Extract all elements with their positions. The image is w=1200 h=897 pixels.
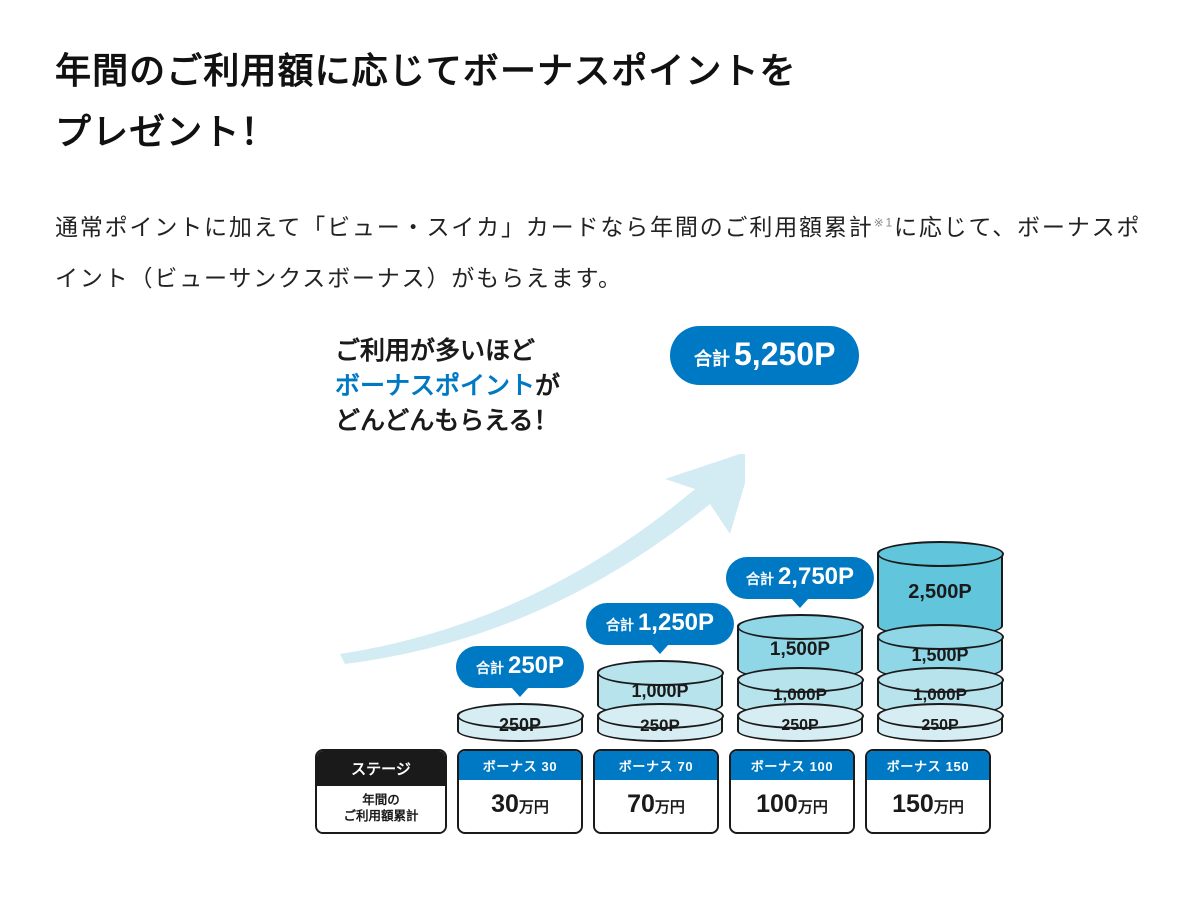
slogan-bonus-word: ボーナスポイント (335, 372, 535, 400)
bonus-infographic: ご利用が多いほど ボーナスポイントが どんどんもらえる！ 合計250P合計1,2… (315, 334, 1035, 834)
cylinder-segment: 250P (737, 704, 863, 742)
cylinder-stack: 1,000P 250P (597, 661, 723, 742)
segment-label: 1,000P (631, 675, 688, 702)
stage-name: ボーナス 150 (867, 751, 989, 780)
amount-number: 100 (756, 790, 798, 818)
cylinder-segment: 250P (457, 704, 583, 742)
subtext-pre: 通常ポイントに加えて「ビュー・スイカ」カードなら年間のご利用額累計 (55, 214, 874, 240)
bubble-value: 5,250P (734, 336, 835, 373)
footnote-ref: ※1 (874, 216, 894, 230)
page-title: 年間のご利用額に応じてボーナスポイントを プレゼント！ (55, 40, 1145, 162)
segment-label: 250P (640, 710, 680, 736)
amount-unit: 万円 (934, 799, 964, 816)
heading-line2: プレゼント！ (55, 111, 277, 152)
slogan-line3: どんどんもらえる！ (335, 407, 559, 435)
stage-name: ボーナス 70 (595, 751, 717, 780)
cylinder-stacks: 250P 1,000P 250P 1,500P 1,000P 250P 2,500P 1,50… (315, 542, 1035, 742)
cylinder-stack: 250P (457, 704, 583, 742)
slogan: ご利用が多いほど ボーナスポイントが どんどんもらえる！ (335, 334, 560, 439)
legend-bottom: 年間の ご利用額累計 (317, 786, 445, 832)
bubble-prefix: 合計 (694, 345, 730, 371)
cylinder-stack: 2,500P 1,500P 1,000P 250P (877, 542, 1003, 742)
legend-top: ステージ (317, 751, 445, 786)
stage-cell: ボーナス 100100万円 (729, 749, 855, 834)
stage-name: ボーナス 30 (459, 751, 581, 780)
segment-label: 1,000P (913, 679, 967, 705)
cylinder-segment: 250P (597, 704, 723, 742)
segment-label: 250P (781, 711, 818, 735)
heading-line1: 年間のご利用額に応じてボーナスポイントを (55, 50, 797, 91)
total-bubble: 合計5,250P (670, 326, 859, 385)
amount-number: 30 (491, 790, 519, 818)
stage-table: ステージ 年間の ご利用額累計 ボーナス 3030万円ボーナス 7070万円ボー… (315, 749, 1035, 834)
stage-amount: 30万円 (459, 780, 581, 830)
amount-number: 70 (627, 790, 655, 818)
segment-label: 2,500P (908, 575, 971, 604)
amount-unit: 万円 (798, 799, 828, 816)
legend-bot-l1: 年間の (362, 793, 400, 807)
stage-name: ボーナス 100 (731, 751, 853, 780)
stage-cell: ボーナス 3030万円 (457, 749, 583, 834)
segment-label: 1,500P (770, 633, 830, 661)
stage-cell: ボーナス 7070万円 (593, 749, 719, 834)
stage-cell: ボーナス 150150万円 (865, 749, 991, 834)
segment-label: 1,000P (773, 679, 827, 705)
segment-label: 1,500P (911, 639, 968, 666)
segment-label: 250P (499, 709, 541, 736)
subtext: 通常ポイントに加えて「ビュー・スイカ」カードなら年間のご利用額累計※1に応じて、… (55, 202, 1145, 303)
stage-amount: 70万円 (595, 780, 717, 830)
stage-legend: ステージ 年間の ご利用額累計 (315, 749, 447, 834)
amount-number: 150 (892, 790, 934, 818)
stage-amount: 150万円 (867, 780, 989, 830)
segment-label: 250P (921, 711, 958, 735)
stage-amount: 100万円 (731, 780, 853, 830)
cylinder-segment: 2,500P (877, 542, 1003, 637)
amount-unit: 万円 (519, 799, 549, 816)
legend-bot-l2: ご利用額累計 (343, 809, 418, 823)
slogan-line1: ご利用が多いほど (335, 337, 535, 365)
cylinder-segment: 250P (877, 704, 1003, 742)
cylinder-stack: 1,500P 1,000P 250P (737, 615, 863, 742)
amount-unit: 万円 (655, 799, 685, 816)
slogan-line2b: が (535, 372, 560, 400)
